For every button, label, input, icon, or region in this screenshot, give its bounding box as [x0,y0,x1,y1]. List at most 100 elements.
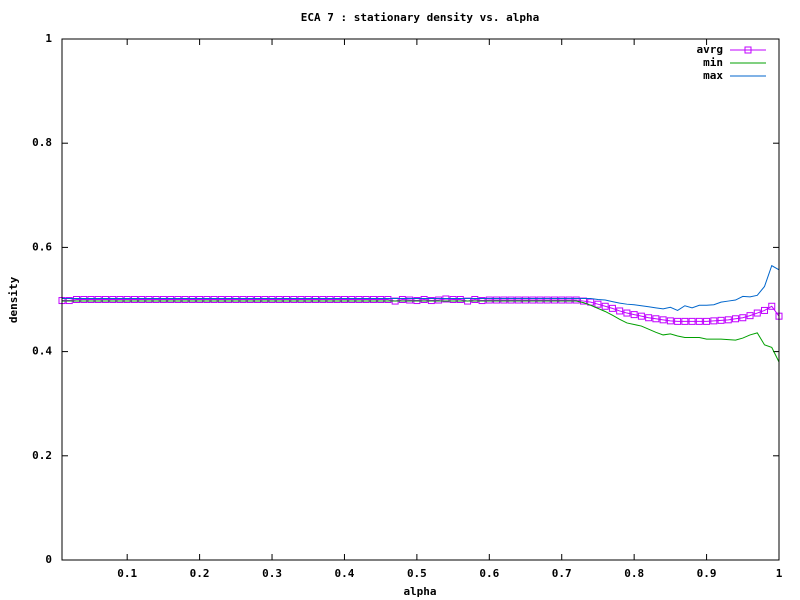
data-point [435,296,443,304]
data-point [275,296,283,303]
data-point [138,296,146,303]
data-point [196,296,204,303]
data-point [355,296,363,303]
data-point [550,296,558,304]
data-point [217,296,225,303]
data-point [413,297,421,305]
data-point [268,296,276,303]
x-tick-label: 1 [776,567,783,580]
data-point [507,296,515,304]
data-point [572,296,580,304]
data-point [637,312,645,320]
data-point [181,296,189,303]
data-point [203,296,211,303]
data-point [72,296,80,303]
data-point [536,296,544,304]
data-point [739,314,747,322]
data-point [514,296,522,304]
data-point [101,296,109,303]
data-point [674,317,682,325]
data-point [406,296,414,304]
data-point [362,296,370,303]
x-tick-label: 0.5 [407,567,427,580]
y-tick-label: 0.8 [32,136,52,149]
y-tick-label: 1 [45,32,52,45]
data-point [311,296,319,303]
y-tick-label: 0.4 [32,345,52,358]
data-point [630,311,638,319]
x-tick-label: 0.4 [335,567,355,580]
x-tick-label: 0.8 [624,567,644,580]
legend-label: avrg [697,43,724,56]
x-tick-label: 0.9 [697,567,717,580]
data-point [427,297,435,305]
data-point [594,300,602,308]
data-point [449,296,457,303]
data-point [319,296,327,303]
data-point [167,296,175,303]
data-point [65,297,73,305]
data-point [478,297,486,305]
data-point [471,296,479,303]
data-point [348,296,356,303]
legend-label: min [703,56,723,69]
data-point [116,296,124,303]
legend-label: max [703,69,723,82]
data-point [246,296,254,303]
data-point [543,296,551,304]
data-point [493,296,501,304]
data-point [681,317,689,325]
plot-border [61,38,780,561]
data-point [377,296,385,303]
data-point [210,296,218,303]
data-point [369,296,377,303]
data-point [645,314,653,322]
legend-marker [744,46,752,54]
data-point [384,296,392,303]
data-point [695,317,703,325]
data-point [565,296,573,304]
data-point [753,309,761,317]
data-point [145,296,153,303]
y-tick-label: 0.2 [32,449,52,462]
data-point [761,306,769,314]
data-point [703,317,711,325]
data-point [261,296,269,303]
series-line [62,264,780,312]
data-point [290,296,298,303]
data-point [420,296,428,303]
data-point [123,296,131,303]
data-point [109,296,117,303]
data-point [659,316,667,324]
data-point [232,296,240,303]
x-tick-label: 0.1 [117,567,137,580]
y-tick-label: 0.6 [32,240,52,253]
data-point [666,317,674,325]
data-point [340,296,348,303]
series-line [62,298,780,322]
data-point [152,296,160,303]
x-axis-label: alpha [403,585,436,598]
y-tick-label: 0 [45,553,52,566]
data-point [442,295,450,303]
data-point [254,296,262,303]
x-tick-label: 0.3 [262,567,282,580]
data-point [724,316,732,324]
data-point [623,309,631,317]
data-point [732,315,740,323]
data-point [616,307,624,315]
data-point [239,296,247,303]
x-tick-label: 0.2 [190,567,210,580]
data-point [652,315,660,323]
data-point [688,317,696,325]
data-point [601,302,609,310]
data-point [225,296,233,303]
x-tick-label: 0.7 [552,567,572,580]
chart-title: ECA 7 : stationary density vs. alpha [301,11,539,24]
data-point [87,296,95,303]
data-point [500,296,508,304]
data-point [94,296,102,303]
data-point [485,296,493,304]
data-point [768,302,776,310]
